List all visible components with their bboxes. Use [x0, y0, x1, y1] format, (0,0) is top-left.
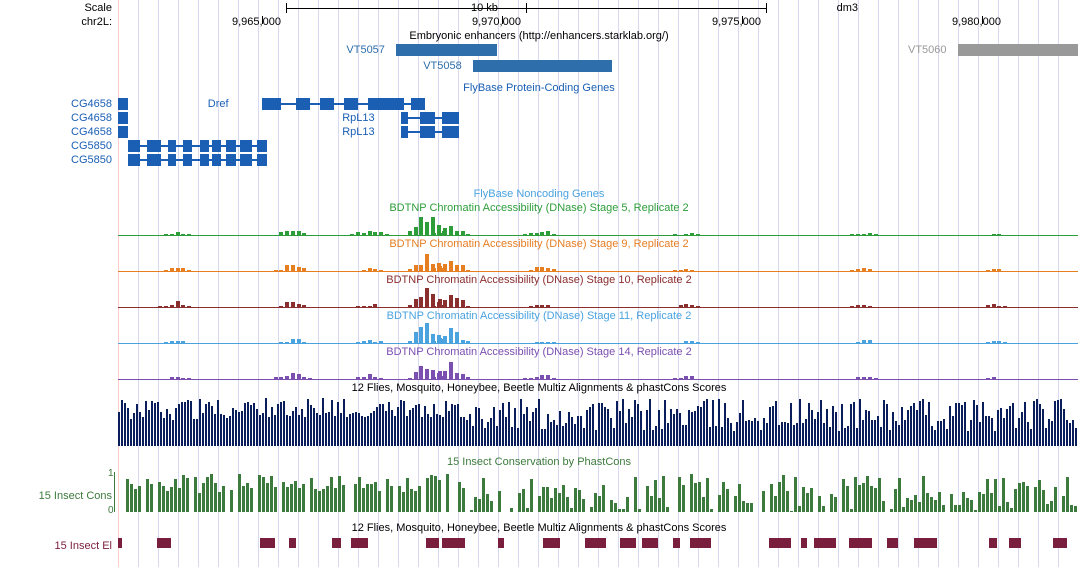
gene-exon: [257, 140, 267, 152]
insectel-segment: [769, 538, 791, 548]
gene-label: Dref: [208, 98, 229, 110]
insectel-segment: [351, 538, 368, 548]
insectel-segment: [442, 538, 465, 548]
gene-exon: [401, 112, 408, 124]
gene-exon: [200, 154, 210, 166]
dnase-track: [118, 358, 1078, 380]
insectel-segment: [690, 538, 711, 548]
dnase-title: BDTNP Chromatin Accessibility (DNase) St…: [0, 310, 1078, 322]
dnase-track: [118, 322, 1078, 344]
insectel-segment: [332, 538, 341, 548]
gene-exon: [147, 140, 161, 152]
multiz-title: 12 Flies, Mosquito, Honeybee, Beetle Mul…: [0, 382, 1078, 394]
insectel-segment: [849, 538, 872, 548]
gene-left-label: CG4658: [0, 112, 112, 124]
insectel-segment: [989, 538, 997, 548]
gene-exon: [442, 126, 459, 138]
gene-exon: [240, 140, 252, 152]
phastcons15-title: 15 Insect Conservation by PhastCons: [0, 456, 1078, 468]
gene-exon: [212, 140, 222, 152]
gene-exon: [200, 140, 210, 152]
phastcons15-track: [118, 472, 1078, 512]
multiz2-title: 12 Flies, Mosquito, Honeybee, Beetle Mul…: [0, 522, 1078, 534]
gene-exon: [257, 154, 267, 166]
gene-exon: [183, 154, 193, 166]
insectel-segment: [543, 538, 560, 548]
insectel-segment: [1009, 538, 1021, 548]
gene-exon: [401, 126, 408, 138]
enhancer-label: VT5057: [346, 44, 385, 56]
gene-left-label: CG5850: [0, 154, 112, 166]
dnase-title: BDTNP Chromatin Accessibility (DNase) St…: [0, 346, 1078, 358]
insectel-segment: [118, 538, 122, 548]
insectel-segment: [914, 538, 937, 548]
gene-exon: [147, 154, 161, 166]
insectel-segment: [289, 538, 295, 548]
enhancers-title: Embryonic enhancers (http://enhancers.st…: [0, 30, 1078, 42]
insectel-segment: [642, 538, 658, 548]
gene-exon: [212, 154, 222, 166]
gene-exon: [240, 154, 252, 166]
gene-left-label: CG4658: [0, 98, 112, 110]
insectel-segment: [585, 538, 606, 548]
gene-left-label: CG4658: [0, 126, 112, 138]
gene-exon: [411, 98, 425, 110]
content-area: Scale 10 kb dm3 chr2L: 9,965,0009,970,00…: [0, 0, 1078, 567]
gene-exon: [344, 98, 358, 110]
gene-left-label: CG5850: [0, 140, 112, 152]
dnase-track: [118, 286, 1078, 308]
insectel-segment: [801, 538, 807, 548]
insectel-segment: [887, 538, 898, 548]
dnase-title: BDTNP Chromatin Accessibility (DNase) St…: [0, 238, 1078, 250]
enhancer-label: VT5060: [908, 44, 947, 56]
insectel-segment: [673, 538, 680, 548]
gene-exon: [118, 98, 128, 110]
insectel-segment: [157, 538, 172, 548]
gene-exon: [183, 140, 193, 152]
gene-exon: [296, 98, 310, 110]
gene-exon: [262, 98, 281, 110]
dnase-title: BDTNP Chromatin Accessibility (DNase) St…: [0, 274, 1078, 286]
multiz-track: [118, 396, 1078, 446]
insectel-track: [118, 538, 1078, 548]
gene-exon: [226, 154, 236, 166]
phastcons15-ymax: 1: [108, 468, 114, 479]
genes-title: FlyBase Protein-Coding Genes: [0, 82, 1078, 94]
gene-exon: [168, 140, 175, 152]
insectel-segment: [260, 538, 276, 548]
insectel-segment: [1053, 538, 1066, 548]
gene-exon: [118, 126, 128, 138]
phastcons15-left-label: 15 Insect Cons: [0, 490, 112, 502]
chrom-label: chr2L:: [0, 16, 112, 28]
noncoding-title: FlyBase Noncoding Genes: [0, 188, 1078, 200]
gene-exon: [226, 140, 236, 152]
dnase-track: [118, 214, 1078, 236]
assembly-label: dm3: [837, 2, 858, 14]
gene-exon: [420, 126, 434, 138]
insectel-segment: [426, 538, 439, 548]
gene-exon: [368, 98, 404, 110]
dnase-title: BDTNP Chromatin Accessibility (DNase) St…: [0, 202, 1078, 214]
gene-exon: [118, 112, 128, 124]
gene-label: RpL13: [342, 112, 374, 124]
insectel-segment: [498, 538, 504, 548]
gene-exon: [128, 140, 140, 152]
gene-exon: [128, 154, 140, 166]
gene-exon: [168, 154, 175, 166]
enhancer-region: [473, 60, 612, 72]
scale-label: Scale: [0, 2, 112, 14]
insectel-segment: [814, 538, 836, 548]
enhancer-region: [958, 44, 1078, 56]
phastcons15-ymin: 0: [108, 505, 114, 516]
insectel-segment: [620, 538, 637, 548]
dnase-track: [118, 250, 1078, 272]
enhancer-label: VT5058: [423, 60, 462, 72]
gene-exon: [320, 98, 334, 110]
gene-exon: [442, 112, 459, 124]
insectel-left-label: 15 Insect El: [0, 540, 112, 552]
gene-exon: [420, 112, 434, 124]
enhancer-region: [396, 44, 497, 56]
gene-label: RpL13: [342, 126, 374, 138]
